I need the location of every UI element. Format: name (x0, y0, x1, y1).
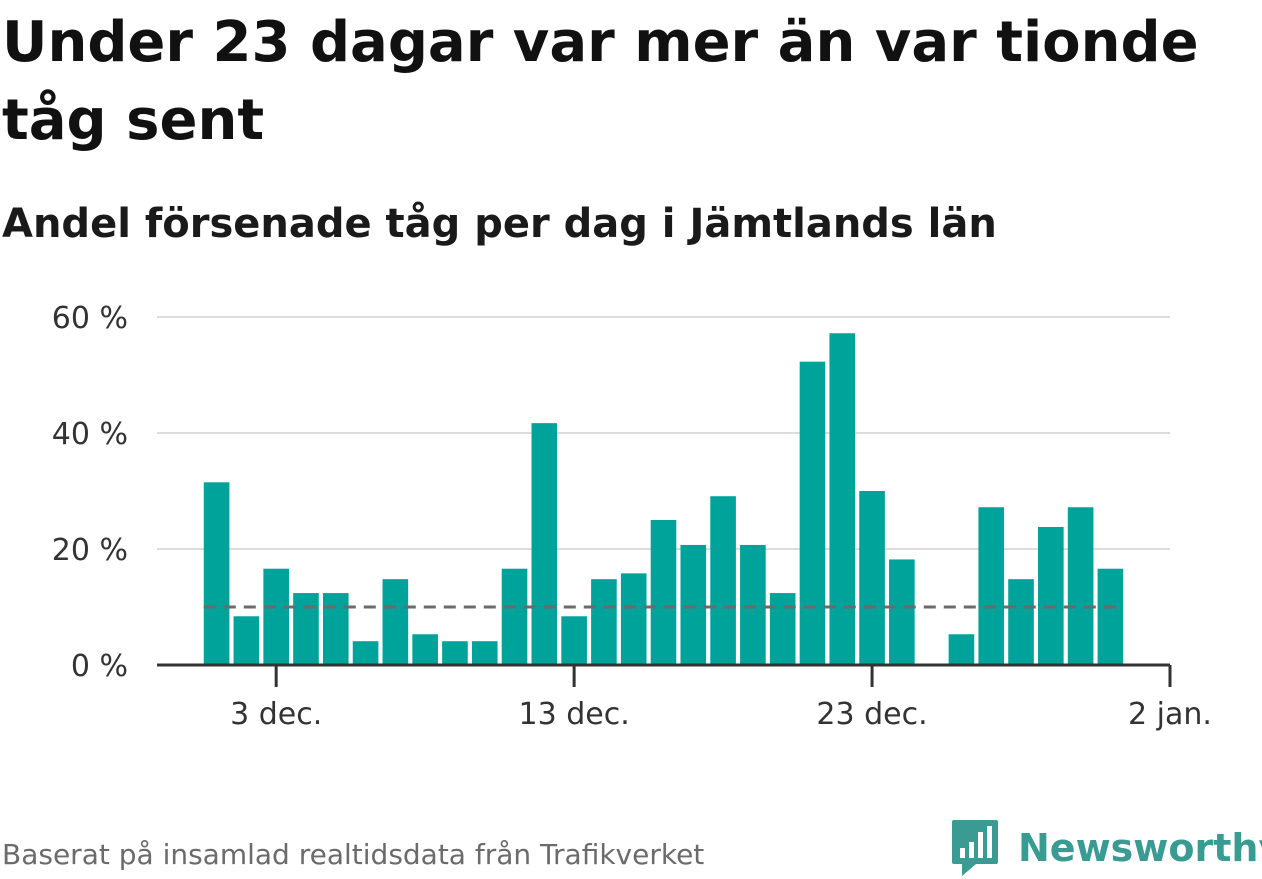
bar (203, 482, 230, 665)
x-tick-labels: 3 dec. 13 dec. 23 dec. 2 jan. (230, 697, 1212, 732)
bar (948, 634, 975, 665)
bar (889, 559, 915, 665)
x-tick-label: 23 dec. (816, 697, 927, 732)
bar (561, 616, 587, 665)
brand-logo: Newsworthy (950, 818, 1262, 878)
y-tick-label: 40 % (52, 417, 128, 452)
x-tick-label: 3 dec. (230, 697, 322, 732)
y-tick-labels: 0 % 20 % 40 % 60 % (52, 301, 128, 684)
chart-title: Under 23 dagar var mer än var tionde tåg… (2, 10, 1199, 153)
chart-subtitle: Andel försenade tåg per dag i Jämtlands … (2, 201, 997, 247)
bar (442, 641, 468, 665)
bar (620, 573, 647, 665)
brand-name: Newsworthy (1018, 826, 1262, 870)
bar (769, 593, 796, 665)
x-tick-label: 13 dec. (518, 697, 629, 732)
bars (203, 333, 1124, 665)
bar (740, 544, 766, 665)
bar (531, 423, 558, 665)
bar (263, 568, 289, 665)
bar (1097, 568, 1124, 665)
bar (501, 568, 528, 665)
bar (1038, 526, 1064, 665)
bar (382, 579, 409, 665)
bar (1067, 507, 1094, 665)
y-tick-label: 0 % (71, 649, 128, 684)
bar (591, 579, 617, 665)
bar (680, 544, 707, 665)
newsworthy-logo-icon (952, 820, 998, 876)
bar (1008, 579, 1034, 665)
bar (412, 634, 438, 665)
bar (293, 593, 319, 665)
bar (233, 616, 260, 665)
bar (978, 507, 1005, 665)
bar (650, 520, 677, 665)
bar (471, 641, 498, 665)
bar (859, 491, 885, 665)
bar (322, 593, 349, 665)
x-tick-label: 2 jan. (1128, 697, 1212, 732)
bar (352, 641, 379, 665)
y-tick-label: 60 % (52, 301, 128, 336)
source-note: Baserat på insamlad realtidsdata från Tr… (2, 838, 705, 871)
bar (710, 496, 736, 665)
x-axis (157, 663, 1172, 687)
gridlines (157, 316, 1170, 550)
y-tick-label: 20 % (52, 533, 128, 568)
bar (799, 361, 826, 665)
bar (829, 333, 856, 665)
